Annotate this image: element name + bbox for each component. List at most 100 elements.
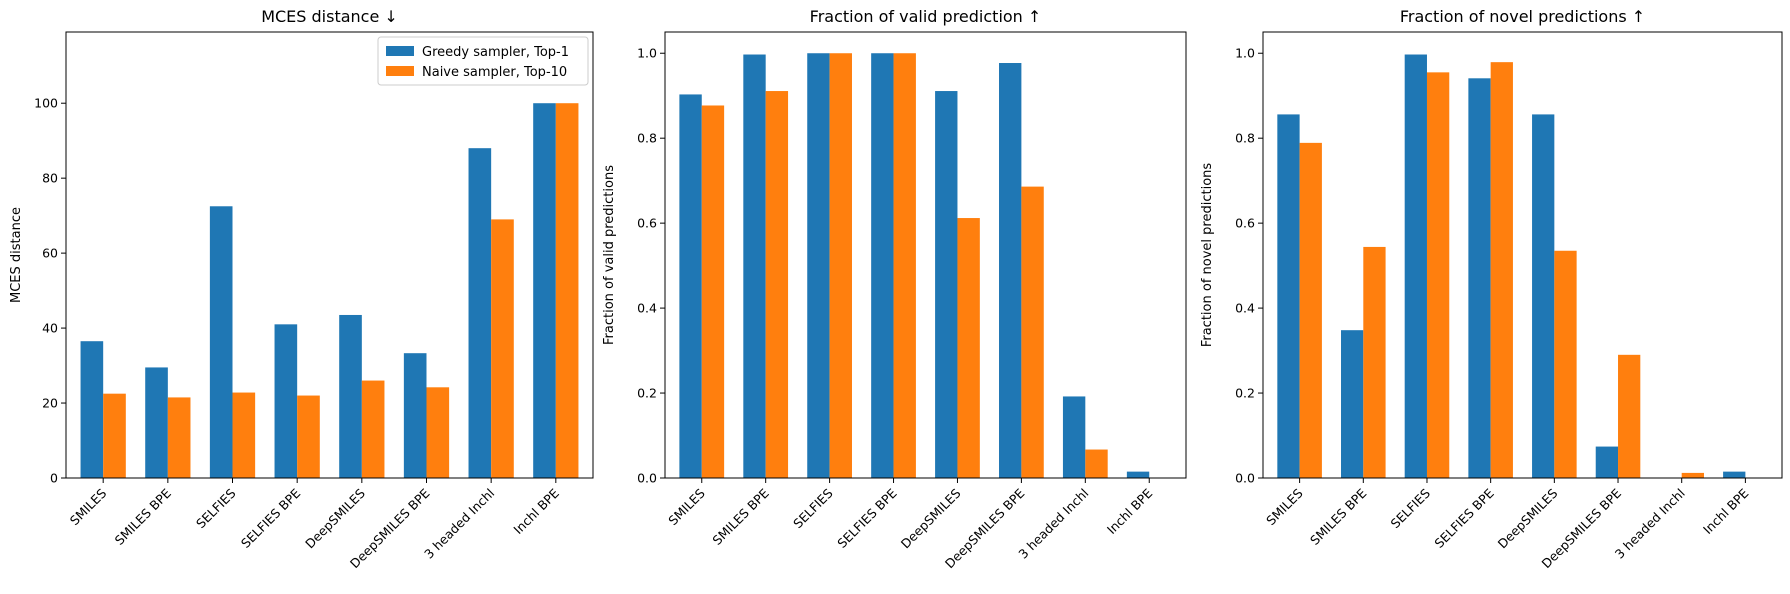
x-tick-label: SMILES BPE bbox=[709, 485, 771, 547]
bar-series1-7 bbox=[533, 103, 556, 478]
x-tick-label: SMILES BPE bbox=[112, 485, 174, 547]
bar-series1-0 bbox=[679, 94, 702, 478]
y-tick-label: 1.0 bbox=[1235, 46, 1255, 61]
bar-series1-5 bbox=[999, 63, 1022, 478]
y-tick-label: 0.4 bbox=[1235, 301, 1255, 316]
bar-series1-7 bbox=[1126, 471, 1150, 478]
chart-title: Fraction of valid prediction ↑ bbox=[810, 7, 1042, 26]
x-tick-label: SELFIES bbox=[1387, 485, 1433, 531]
bar-series1-1 bbox=[743, 54, 766, 478]
legend-swatch bbox=[386, 46, 414, 56]
chart-panel-2: 0.0 0.2 0.4 0.6 0.8 1.0 SMILES SMILES BPE SELFIE… bbox=[602, 7, 1187, 571]
bar-series1-3 bbox=[1468, 78, 1491, 479]
bar-series2-5 bbox=[1021, 186, 1044, 478]
x-tick-label: 3 headed Inchl bbox=[1015, 486, 1091, 562]
bar-series1-5 bbox=[1595, 446, 1619, 478]
axes-frame bbox=[65, 31, 594, 479]
x-tick-label: SMILES BPE bbox=[1307, 485, 1369, 547]
legend-box bbox=[377, 36, 589, 86]
x-tick-label: DeepSMILES bbox=[898, 485, 964, 551]
bar-series1-6 bbox=[468, 148, 492, 478]
bar-series2-6 bbox=[1085, 449, 1108, 478]
y-tick-label: 0.2 bbox=[637, 386, 657, 401]
bar-series2-0 bbox=[103, 393, 126, 478]
bar-series1-0 bbox=[1277, 114, 1300, 478]
bar-series2-7 bbox=[555, 103, 579, 478]
x-tick-label: SELFIES BPE bbox=[238, 485, 303, 550]
bar-series1-4 bbox=[935, 91, 958, 479]
x-tick-label: SELFIES BPE bbox=[834, 485, 899, 550]
bar-series1-0 bbox=[80, 341, 104, 478]
bar-series2-5 bbox=[1618, 354, 1641, 478]
bar-series1-1 bbox=[145, 367, 168, 478]
bar-series1-3 bbox=[871, 53, 894, 478]
y-tick-label: 20 bbox=[42, 396, 58, 411]
bar-series1-5 bbox=[403, 353, 427, 478]
bar-series2-6 bbox=[1681, 472, 1704, 478]
bar-series1-7 bbox=[1723, 471, 1746, 478]
bar-series2-3 bbox=[297, 395, 320, 478]
chart-title: MCES distance ↓ bbox=[261, 7, 398, 26]
bar-series2-6 bbox=[491, 219, 514, 478]
x-tick-label: SELFIES bbox=[790, 485, 836, 531]
bar-series2-5 bbox=[426, 387, 450, 478]
legend-label: Naive sampler, Top-10 bbox=[422, 65, 567, 80]
x-tick-label: Inchl BPE bbox=[1700, 485, 1752, 537]
y-tick-label: 0.4 bbox=[637, 301, 657, 316]
bar-series2-3 bbox=[893, 53, 916, 478]
y-axis-label: MCES distance bbox=[9, 207, 24, 303]
x-tick-label: SELFIES bbox=[193, 485, 239, 531]
bar-series2-1 bbox=[1363, 246, 1386, 478]
bar-series1-1 bbox=[1341, 330, 1364, 478]
y-axis-label: Fraction of novel predictions bbox=[1200, 163, 1215, 348]
bar-series2-2 bbox=[829, 53, 852, 478]
y-tick-label: 0.0 bbox=[1235, 471, 1255, 486]
y-tick-label: 1.0 bbox=[637, 46, 657, 61]
chart-title: Fraction of novel predictions ↑ bbox=[1400, 7, 1645, 26]
x-tick-label: DeepSMILES bbox=[1495, 485, 1561, 551]
bar-series2-3 bbox=[1490, 62, 1513, 479]
axes-frame bbox=[664, 31, 1187, 479]
bar-series2-1 bbox=[167, 397, 191, 478]
y-tick-label: 0.6 bbox=[637, 216, 657, 231]
x-tick-label: Inchl BPE bbox=[510, 485, 562, 537]
bar-series2-0 bbox=[1299, 142, 1322, 478]
y-tick-label: 60 bbox=[42, 246, 58, 261]
y-tick-label: 0.0 bbox=[637, 471, 657, 486]
x-tick-label: DeepSMILES bbox=[302, 485, 368, 551]
y-tick-label: 0.8 bbox=[637, 131, 657, 146]
bar-series2-4 bbox=[1554, 250, 1577, 478]
bar-series1-4 bbox=[339, 314, 362, 478]
x-tick-label: Inchl BPE bbox=[1104, 485, 1156, 537]
y-tick-label: 0 bbox=[50, 471, 58, 486]
y-tick-label: 0.6 bbox=[1235, 216, 1255, 231]
bar-series1-2 bbox=[209, 206, 233, 478]
bar-series1-4 bbox=[1532, 114, 1555, 478]
y-axis-label: Fraction of valid predictions bbox=[602, 165, 617, 345]
bar-series2-2 bbox=[232, 392, 256, 478]
legend-swatch bbox=[386, 66, 414, 76]
chart-panel-3: 0.0 0.2 0.4 0.6 0.8 1.0 SMILES SMILES BPE SELFIE… bbox=[1200, 7, 1783, 571]
bar-series1-3 bbox=[274, 324, 298, 478]
x-tick-label: SELFIES BPE bbox=[1431, 485, 1496, 550]
x-tick-label: 3 headed Inchl bbox=[421, 486, 497, 562]
bar-series2-1 bbox=[765, 91, 789, 479]
x-tick-label: SMILES bbox=[67, 485, 110, 528]
y-tick-label: 100 bbox=[34, 96, 58, 111]
y-tick-label: 0.8 bbox=[1235, 131, 1255, 146]
legend: Greedy sampler, Top-1 Naive sampler, Top-… bbox=[377, 36, 589, 86]
y-tick-label: 80 bbox=[42, 171, 58, 186]
bar-series1-2 bbox=[807, 53, 830, 478]
y-tick-label: 40 bbox=[42, 321, 58, 336]
bar-series2-0 bbox=[701, 105, 725, 478]
bar-series2-4 bbox=[361, 380, 385, 478]
x-tick-label: SMILES bbox=[1263, 485, 1306, 528]
bar-series2-2 bbox=[1426, 72, 1450, 478]
bar-series1-2 bbox=[1404, 54, 1427, 478]
axes-frame bbox=[1262, 31, 1783, 479]
x-tick-label: SMILES bbox=[665, 485, 708, 528]
chart-panel-1: 0 20 40 60 80 100 SMILES SMILES BPE SELFIES SELFI… bbox=[9, 7, 594, 571]
y-tick-label: 0.2 bbox=[1235, 386, 1255, 401]
bar-series1-6 bbox=[1062, 396, 1086, 478]
